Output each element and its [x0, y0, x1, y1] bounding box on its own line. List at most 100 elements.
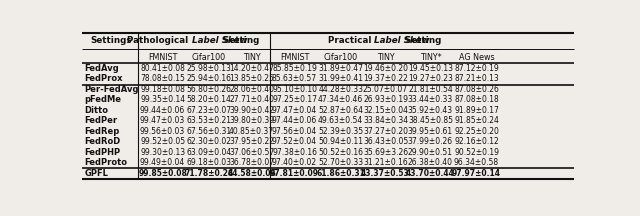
- Text: 36.43±0.05: 36.43±0.05: [363, 137, 408, 146]
- Text: 97.44±0.06: 97.44±0.06: [272, 116, 317, 125]
- Text: 19.37±0.22: 19.37±0.22: [363, 74, 408, 83]
- Text: 37.06±0.57: 37.06±0.57: [229, 148, 275, 157]
- Text: 28.06±0.40: 28.06±0.40: [229, 85, 274, 94]
- Text: 58.20±0.14: 58.20±0.14: [186, 95, 231, 104]
- Text: 62.30±0.02: 62.30±0.02: [186, 137, 231, 146]
- Text: Settings: Settings: [90, 36, 132, 44]
- Text: 27.71±0.40: 27.71±0.40: [229, 95, 274, 104]
- Text: 21.81±0.54: 21.81±0.54: [408, 85, 452, 94]
- Text: 35.92±0.43: 35.92±0.43: [408, 106, 453, 115]
- Text: 91.85±0.24: 91.85±0.24: [454, 116, 499, 125]
- Text: 33.84±0.34: 33.84±0.34: [363, 116, 408, 125]
- Text: FedPer: FedPer: [84, 116, 118, 125]
- Text: TINY*: TINY*: [420, 53, 441, 62]
- Text: Ditto: Ditto: [84, 106, 108, 115]
- Text: FMNIST: FMNIST: [148, 53, 177, 62]
- Text: 63.09±0.04: 63.09±0.04: [186, 148, 231, 157]
- Text: 97.40±0.02: 97.40±0.02: [272, 158, 317, 167]
- Text: Per-FedAvg: Per-FedAvg: [84, 85, 139, 94]
- Text: 99.18±0.08: 99.18±0.08: [140, 85, 185, 94]
- Text: 37.27±0.20: 37.27±0.20: [363, 127, 408, 136]
- Text: FedProto: FedProto: [84, 158, 127, 167]
- Text: 39.95±0.61: 39.95±0.61: [408, 127, 453, 136]
- Text: 91.89±0.17: 91.89±0.17: [454, 106, 499, 115]
- Text: 19.27±0.23: 19.27±0.23: [408, 74, 453, 83]
- Text: 97.38±0.16: 97.38±0.16: [272, 148, 317, 157]
- Text: 52.70±0.33: 52.70±0.33: [318, 158, 364, 167]
- Text: Cifar100: Cifar100: [324, 53, 358, 62]
- Text: 36.78±0.07: 36.78±0.07: [229, 158, 274, 167]
- Text: 50.52±0.16: 50.52±0.16: [318, 148, 363, 157]
- Text: 61.86±0.31: 61.86±0.31: [316, 169, 365, 178]
- Text: 67.23±0.07: 67.23±0.07: [186, 106, 231, 115]
- Text: 52.39±0.35: 52.39±0.35: [318, 127, 364, 136]
- Text: FedProx: FedProx: [84, 74, 123, 83]
- Text: AG News: AG News: [459, 53, 494, 62]
- Text: 31.89±0.47: 31.89±0.47: [318, 64, 363, 73]
- Text: 67.56±0.31: 67.56±0.31: [186, 127, 231, 136]
- Text: 99.35±0.14: 99.35±0.14: [140, 95, 185, 104]
- Text: Setting: Setting: [403, 36, 442, 44]
- Text: 87.12±0.19: 87.12±0.19: [454, 64, 499, 73]
- Text: 87.08±0.26: 87.08±0.26: [454, 85, 499, 94]
- Text: 99.56±0.03: 99.56±0.03: [140, 127, 185, 136]
- Text: 38.45±0.85: 38.45±0.85: [408, 116, 453, 125]
- Text: 95.10±0.10: 95.10±0.10: [272, 85, 317, 94]
- Text: TINY: TINY: [377, 53, 394, 62]
- Text: 63.53±0.21: 63.53±0.21: [186, 116, 231, 125]
- Text: 31.99±0.41: 31.99±0.41: [318, 74, 363, 83]
- Text: FedRep: FedRep: [84, 127, 120, 136]
- Text: GPFL: GPFL: [84, 169, 108, 178]
- Text: 99.30±0.13: 99.30±0.13: [140, 148, 185, 157]
- Text: 14.20±0.47: 14.20±0.47: [229, 64, 274, 73]
- Text: 19.45±0.13: 19.45±0.13: [408, 64, 453, 73]
- Text: TINY: TINY: [243, 53, 260, 62]
- Text: FMNIST: FMNIST: [280, 53, 309, 62]
- Text: 39.80±0.39: 39.80±0.39: [229, 116, 274, 125]
- Text: 90.52±0.19: 90.52±0.19: [454, 148, 499, 157]
- Text: 26.38±0.40: 26.38±0.40: [408, 158, 453, 167]
- Text: 99.47±0.03: 99.47±0.03: [140, 116, 185, 125]
- Text: 29.90±0.51: 29.90±0.51: [408, 148, 453, 157]
- Text: 99.49±0.04: 99.49±0.04: [140, 158, 185, 167]
- Text: 32.15±0.04: 32.15±0.04: [363, 106, 408, 115]
- Text: 40.85±0.37: 40.85±0.37: [229, 127, 274, 136]
- Text: 97.56±0.04: 97.56±0.04: [272, 127, 317, 136]
- Text: 99.44±0.06: 99.44±0.06: [140, 106, 185, 115]
- Text: 25.98±0.13: 25.98±0.13: [186, 64, 231, 73]
- Text: 25.07±0.07: 25.07±0.07: [363, 85, 408, 94]
- Text: 39.90±0.42: 39.90±0.42: [229, 106, 274, 115]
- Text: 97.81±0.09: 97.81±0.09: [270, 169, 319, 178]
- Text: 52.87±0.64: 52.87±0.64: [318, 106, 363, 115]
- Text: 56.80±0.26: 56.80±0.26: [186, 85, 231, 94]
- Text: 47.34±0.46: 47.34±0.46: [318, 95, 364, 104]
- Text: 92.25±0.20: 92.25±0.20: [454, 127, 499, 136]
- Text: 43.37±0.53: 43.37±0.53: [361, 169, 410, 178]
- Text: 35.69±3.26: 35.69±3.26: [363, 148, 408, 157]
- Text: 87.21±0.13: 87.21±0.13: [454, 74, 499, 83]
- Text: 85.85±0.19: 85.85±0.19: [272, 64, 317, 73]
- Text: Cifar100: Cifar100: [191, 53, 226, 62]
- Text: 92.16±0.12: 92.16±0.12: [454, 137, 499, 146]
- Text: Setting: Setting: [220, 36, 259, 44]
- Text: Label Skew: Label Skew: [374, 36, 429, 44]
- Text: FedAvg: FedAvg: [84, 64, 119, 73]
- Text: 87.08±0.18: 87.08±0.18: [454, 95, 499, 104]
- Text: 49.63±0.54: 49.63±0.54: [318, 116, 364, 125]
- Text: FedRoD: FedRoD: [84, 137, 121, 146]
- Text: 71.78±0.26: 71.78±0.26: [184, 169, 233, 178]
- Text: 37.99±0.26: 37.99±0.26: [408, 137, 453, 146]
- Text: 78.08±0.15: 78.08±0.15: [140, 74, 185, 83]
- Text: 69.18±0.03: 69.18±0.03: [186, 158, 231, 167]
- Text: 97.47±0.04: 97.47±0.04: [272, 106, 317, 115]
- Text: FedPHP: FedPHP: [84, 148, 120, 157]
- Text: 44.28±0.33: 44.28±0.33: [318, 85, 363, 94]
- Text: 33.44±0.33: 33.44±0.33: [408, 95, 453, 104]
- Text: 13.85±0.25: 13.85±0.25: [229, 74, 274, 83]
- Text: 31.21±0.16: 31.21±0.16: [363, 158, 408, 167]
- Text: 97.25±0.17: 97.25±0.17: [272, 95, 317, 104]
- Text: Practical: Practical: [328, 36, 374, 44]
- Text: 44.58±0.06: 44.58±0.06: [227, 169, 276, 178]
- Text: 97.52±0.04: 97.52±0.04: [272, 137, 317, 146]
- Text: 85.63±0.57: 85.63±0.57: [272, 74, 317, 83]
